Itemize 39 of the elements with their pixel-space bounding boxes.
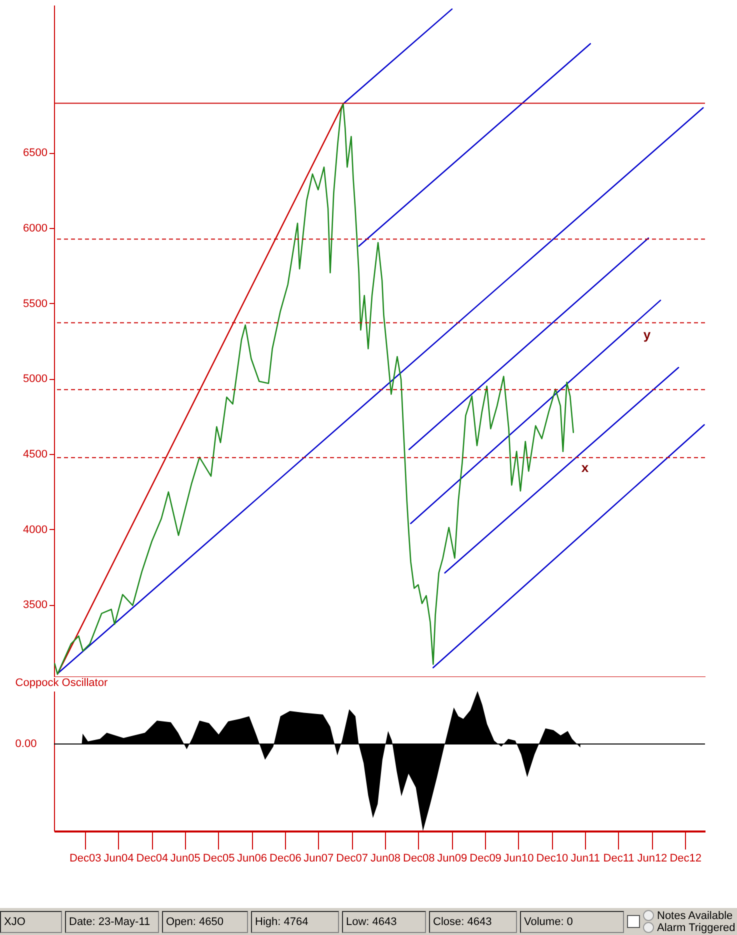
x-tick-label: Jun09: [437, 852, 468, 864]
x-tick-label: Dec10: [536, 852, 568, 864]
x-tick-label: Jun05: [170, 852, 200, 864]
x-tick-label: Dec12: [670, 852, 702, 864]
text: Close: 4643: [429, 910, 517, 932]
y-tick-label: 5500: [23, 298, 48, 310]
text: 0.00: [15, 738, 37, 750]
text: Low: 4643: [342, 910, 426, 932]
text: Date: 23-May-11: [65, 910, 159, 932]
y-tick-label: 5000: [23, 373, 48, 386]
x-tick-label: Dec09: [470, 852, 502, 864]
y-tick-label: 4000: [23, 524, 48, 536]
x-tick-label: Dec08: [402, 852, 435, 864]
x-tick-label: Jun06: [237, 852, 268, 864]
y-tick-label: 4500: [23, 448, 48, 461]
y-tick-label: 6000: [23, 222, 48, 234]
x-tick-label: Dec05: [202, 852, 235, 864]
x-tick-label: Jun04: [104, 852, 134, 864]
chart-title: Coppock Oscillator: [15, 677, 108, 689]
text: Volume: 0: [520, 910, 624, 932]
annotation: x: [581, 460, 590, 475]
x-tick-label: Dec07: [336, 852, 368, 864]
x-tick-label: Jun08: [370, 852, 400, 864]
x-tick-label: Dec03: [69, 852, 102, 864]
x-tick-label: Dec11: [603, 852, 634, 864]
x-tick-label: Dec06: [270, 852, 302, 864]
text: High: 4764: [251, 910, 339, 932]
x-tick-label: Jun10: [504, 852, 534, 864]
x-tick-label: Jun07: [304, 852, 334, 864]
x-tick-label: Jun12: [637, 852, 668, 864]
x-tick-label: Jun11: [570, 852, 600, 864]
text: Open: 4650: [162, 910, 248, 932]
text: Notes Available: [656, 910, 734, 922]
annotation: y: [643, 327, 652, 342]
text: XJO: [0, 910, 62, 932]
y-tick-label: 3500: [23, 599, 48, 612]
text: Alarm Triggered: [656, 922, 736, 934]
x-tick-label: Dec04: [136, 852, 168, 864]
y-tick-label: 6500: [23, 147, 48, 160]
